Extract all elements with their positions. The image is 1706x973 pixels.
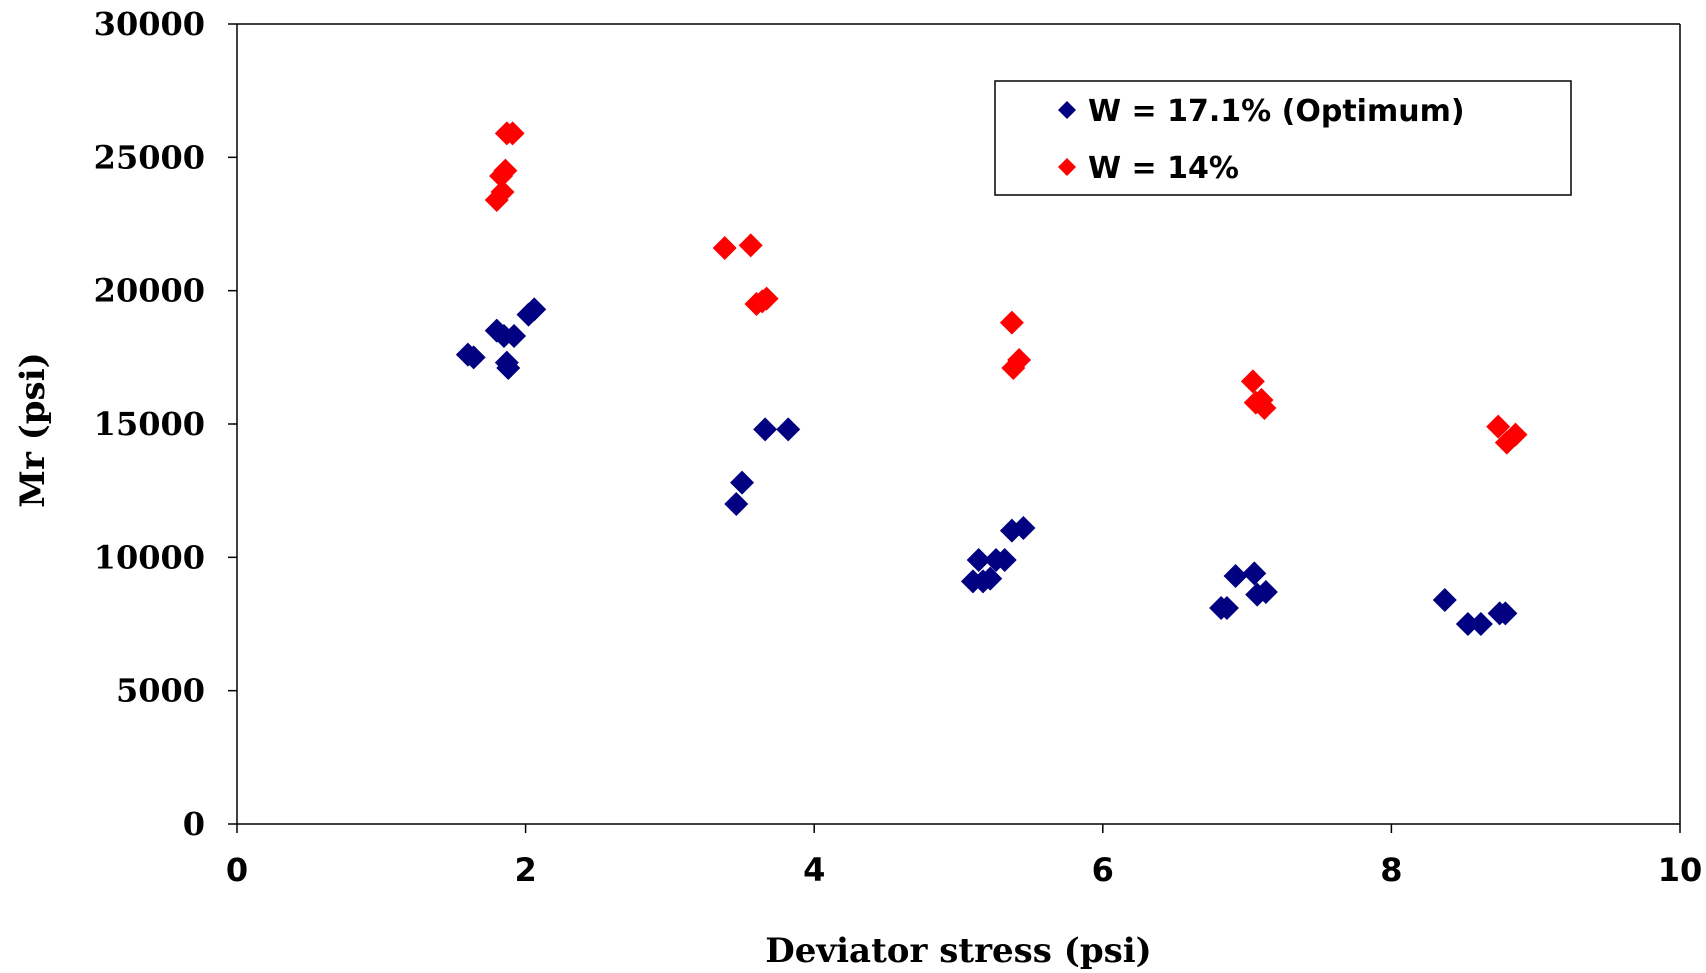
data-point-14-percent: [738, 233, 763, 258]
data-point-14-percent: [493, 158, 518, 183]
data-point-optimum: [1493, 601, 1518, 626]
legend-label-14-percent: W = 14%: [1088, 151, 1239, 186]
data-point-optimum: [1011, 516, 1036, 540]
data-point-optimum: [502, 324, 527, 348]
y-axis-title: Mr (psi): [13, 352, 53, 507]
data-points: [455, 121, 1528, 636]
x-tick-label: 0: [226, 851, 248, 889]
data-point-14-percent: [999, 310, 1024, 335]
x-tick-label: 8: [1380, 851, 1402, 889]
data-point-optimum: [1468, 612, 1493, 636]
data-point-optimum: [1214, 596, 1239, 620]
data-point-optimum: [1223, 564, 1248, 588]
data-point-14-percent: [500, 121, 525, 146]
legend-box: [994, 80, 1572, 196]
ticks: 0 5000 10000 15000 20000 25000 30000 0 2 4 6 8 10: [94, 5, 1703, 889]
data-point-optimum: [1242, 561, 1267, 586]
data-point-14-percent: [754, 286, 779, 311]
data-point-optimum: [494, 350, 519, 375]
legend-marker-optimum: [1058, 101, 1076, 119]
data-point-optimum: [724, 492, 749, 516]
legend: W = 17.1% (Optimum) W = 14%: [994, 80, 1572, 196]
legend-marker-14-percent: [1058, 158, 1076, 176]
data-point-14-percent: [1252, 396, 1277, 420]
data-point-optimum: [776, 417, 801, 442]
y-tick-label: 20000: [94, 272, 205, 310]
data-point-14-percent: [712, 236, 737, 260]
data-point-14-percent: [1486, 414, 1511, 439]
data-point-optimum: [978, 566, 1003, 591]
y-tick-label: 25000: [94, 138, 205, 176]
data-point-optimum: [1455, 612, 1480, 636]
x-tick-label: 6: [1092, 851, 1114, 889]
data-point-14-percent: [490, 180, 515, 204]
x-tick-label: 2: [514, 851, 536, 889]
y-tick-label: 5000: [116, 672, 205, 710]
data-point-14-percent: [1007, 348, 1032, 372]
y-tick-label: 30000: [94, 5, 205, 43]
x-axis-title: Deviator stress (psi): [765, 931, 1151, 971]
legend-label-optimum: W = 17.1% (Optimum): [1088, 94, 1465, 129]
data-point-optimum: [522, 297, 547, 322]
y-tick-label: 15000: [94, 405, 205, 443]
data-point-optimum: [966, 548, 991, 572]
y-tick-label: 0: [183, 805, 205, 843]
data-point-optimum: [753, 417, 778, 442]
data-point-optimum: [1432, 588, 1457, 612]
data-point-optimum: [1253, 580, 1278, 604]
x-tick-label: 4: [803, 851, 825, 889]
data-point-14-percent: [1240, 369, 1265, 394]
data-point-optimum: [730, 470, 755, 495]
x-tick-label: 10: [1658, 851, 1703, 889]
data-point-14-percent: [1503, 422, 1528, 447]
y-tick-label: 10000: [94, 538, 205, 576]
data-point-optimum: [992, 548, 1017, 572]
data-point-optimum: [461, 345, 486, 370]
